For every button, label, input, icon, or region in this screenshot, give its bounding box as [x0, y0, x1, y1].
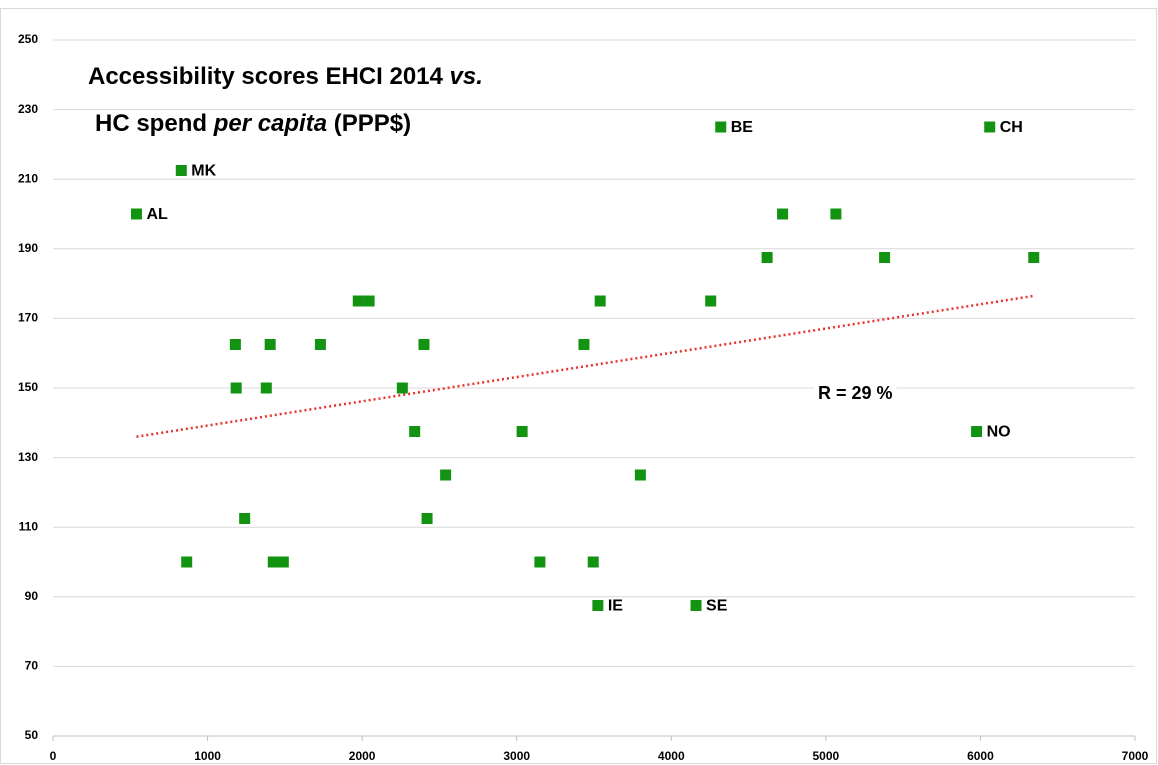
chart-title: HC spend per capita (PPP$) — [95, 110, 411, 137]
point — [421, 513, 433, 524]
point — [715, 121, 727, 133]
point — [363, 295, 375, 307]
title-part: per capita — [213, 110, 327, 137]
point — [314, 339, 326, 350]
point — [879, 252, 891, 263]
x-tick-label: 3000 — [503, 749, 530, 763]
point — [264, 339, 276, 350]
point — [418, 339, 430, 350]
point — [260, 382, 272, 394]
point — [440, 469, 452, 481]
point — [594, 295, 606, 307]
point — [592, 600, 604, 611]
point — [1028, 252, 1040, 263]
y-tick-label: 130 — [18, 450, 38, 464]
point — [409, 426, 421, 437]
point-label: CH — [1000, 119, 1023, 136]
point — [239, 513, 251, 524]
point — [634, 469, 646, 481]
point — [181, 556, 193, 568]
chart-frame — [0, 8, 1157, 764]
point — [229, 339, 241, 350]
x-tick-label: 7000 — [1122, 749, 1149, 763]
chart-title: Accessibility scores EHCI 2014 vs. — [88, 63, 483, 90]
point — [690, 600, 702, 611]
annotation: R = 29 % — [818, 383, 893, 403]
title-part: HC spend — [95, 110, 214, 137]
y-tick-label: 50 — [25, 728, 39, 742]
point — [130, 208, 142, 220]
x-tick-label: 1000 — [194, 749, 221, 763]
point — [984, 121, 996, 133]
x-tick-label: 2000 — [349, 749, 376, 763]
y-tick-label: 230 — [18, 102, 38, 116]
y-tick-label: 110 — [19, 519, 39, 533]
y-tick-label: 170 — [18, 311, 38, 325]
y-tick-label: 250 — [18, 32, 38, 46]
title-part: Accessibility scores EHCI 2014 — [88, 63, 450, 90]
y-tick-label: 70 — [25, 659, 39, 673]
point — [761, 252, 773, 263]
point — [267, 556, 279, 568]
x-tick-label: 6000 — [967, 749, 994, 763]
annotation-bg — [814, 380, 897, 405]
point — [777, 208, 789, 220]
title-part: (PPP$) — [327, 110, 411, 137]
title-part: vs. — [450, 63, 483, 90]
point — [516, 426, 528, 437]
y-tick-label: 210 — [18, 171, 38, 185]
x-tick-label: 4000 — [658, 749, 685, 763]
point — [830, 208, 842, 220]
point — [396, 382, 408, 394]
point — [175, 165, 187, 176]
point — [230, 382, 242, 394]
point — [277, 556, 289, 568]
point-label: MK — [191, 163, 216, 180]
point-label: NO — [987, 424, 1011, 441]
trendline — [136, 294, 1035, 438]
point — [971, 426, 983, 437]
point-label: IE — [608, 598, 623, 615]
y-tick-label: 190 — [18, 241, 38, 255]
point — [705, 295, 717, 307]
point — [352, 295, 364, 307]
point-label: SE — [706, 598, 728, 615]
point-label: BE — [731, 119, 754, 136]
x-tick-label: 5000 — [813, 749, 840, 763]
y-tick-label: 150 — [18, 380, 38, 394]
point-label: AL — [146, 206, 168, 223]
point — [578, 339, 590, 350]
y-tick-label: 90 — [25, 589, 39, 603]
point — [587, 556, 599, 568]
x-tick-label: 0 — [50, 749, 57, 763]
point — [534, 556, 546, 568]
